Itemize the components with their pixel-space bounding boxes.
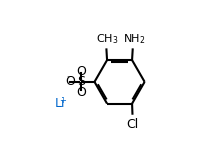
Text: O: O (76, 65, 86, 78)
Text: S: S (77, 75, 85, 88)
Text: O: O (66, 75, 75, 88)
Text: Cl: Cl (126, 117, 139, 131)
Text: Li: Li (55, 97, 65, 110)
Text: ⁻: ⁻ (66, 74, 71, 84)
Text: NH$_2$: NH$_2$ (123, 32, 145, 46)
Text: O: O (76, 86, 86, 98)
Text: CH$_3$: CH$_3$ (96, 32, 118, 46)
Text: +: + (59, 96, 66, 105)
